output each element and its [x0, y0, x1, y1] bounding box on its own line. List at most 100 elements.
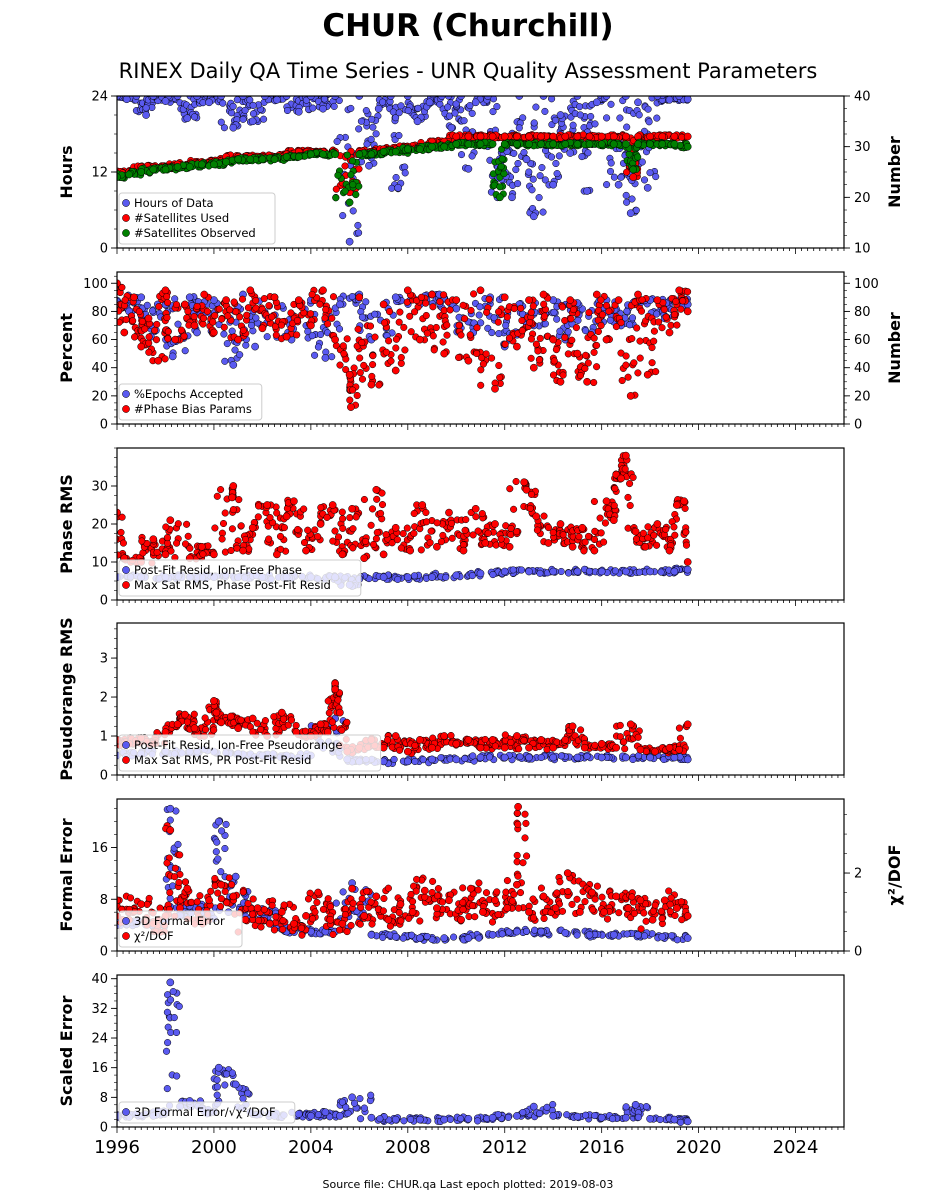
- point: [325, 709, 333, 717]
- data-point: [665, 96, 674, 104]
- point: [436, 298, 444, 306]
- point: [610, 502, 618, 510]
- point: [474, 527, 482, 535]
- data-point: [282, 332, 291, 341]
- point: [287, 716, 296, 724]
- point: [287, 309, 295, 317]
- data-point: [476, 286, 485, 295]
- point: [590, 348, 598, 356]
- point: [349, 525, 357, 533]
- data-point: [403, 145, 412, 154]
- data-point: [433, 542, 441, 551]
- point: [417, 293, 425, 301]
- data-point: [239, 546, 247, 555]
- point: [368, 505, 377, 513]
- point: [243, 311, 251, 319]
- point: [590, 535, 599, 544]
- data-point: [609, 140, 618, 148]
- point: [584, 149, 592, 157]
- point: [529, 302, 537, 310]
- data-point: [416, 335, 424, 344]
- point: [369, 123, 377, 131]
- point: [265, 302, 273, 310]
- point: [427, 527, 435, 535]
- point: [341, 162, 349, 170]
- legend-label: Post-Fit Resid, Ion-Free Phase: [134, 563, 302, 577]
- point: [411, 741, 419, 749]
- point: [638, 158, 646, 166]
- point: [590, 378, 598, 387]
- data-point: [294, 296, 303, 304]
- point: [369, 361, 377, 369]
- data-point: [683, 755, 692, 764]
- point: [378, 501, 387, 509]
- point: [401, 346, 409, 354]
- point: [597, 529, 605, 537]
- point: [343, 335, 351, 343]
- point: [682, 541, 691, 549]
- point: [622, 352, 630, 360]
- y-tick-label: 24: [91, 90, 108, 105]
- data-point: [345, 198, 354, 207]
- point: [655, 318, 663, 326]
- point: [336, 361, 344, 369]
- point: [448, 534, 456, 542]
- data-point: [496, 193, 504, 202]
- point: [624, 493, 632, 501]
- point: [270, 713, 278, 721]
- point: [653, 114, 661, 122]
- point: [603, 114, 611, 122]
- data-point: [307, 150, 315, 159]
- point: [646, 169, 654, 177]
- point: [577, 726, 585, 734]
- point: [361, 537, 370, 545]
- point: [372, 130, 380, 138]
- data-point: [416, 736, 424, 744]
- data-point: [149, 535, 158, 544]
- point: [561, 333, 569, 341]
- point: [341, 187, 349, 195]
- point: [637, 307, 646, 315]
- data-point: [144, 314, 153, 323]
- y-tick-label: 80: [91, 305, 108, 320]
- data-point: [525, 743, 533, 752]
- point: [497, 535, 505, 543]
- point: [603, 181, 611, 189]
- data-point: [653, 296, 662, 304]
- point: [557, 567, 565, 576]
- point: [215, 305, 223, 313]
- point: [550, 357, 558, 365]
- data-point: [561, 140, 570, 148]
- data-point: [452, 304, 461, 313]
- data-point: [549, 743, 558, 752]
- data-point: [137, 342, 146, 351]
- x-ticks: [116, 248, 845, 254]
- point: [549, 528, 557, 537]
- point: [396, 308, 404, 316]
- data-point: [428, 755, 436, 764]
- data-point: [622, 753, 630, 762]
- data-point: [222, 296, 230, 304]
- point: [366, 322, 375, 330]
- point: [414, 104, 422, 112]
- point: [358, 313, 366, 321]
- point: [406, 312, 414, 320]
- point: [308, 290, 316, 298]
- data-point: [222, 158, 230, 166]
- point: [488, 329, 496, 337]
- point: [552, 159, 560, 168]
- point: [468, 152, 476, 160]
- data-point: [319, 150, 327, 159]
- legend-label: %Epochs Accepted: [134, 387, 243, 401]
- point: [328, 314, 336, 322]
- legend: %Epochs Accepted#Phase Bias Params: [118, 383, 263, 421]
- data-point: [680, 497, 688, 506]
- data-point: [622, 132, 630, 141]
- point: [153, 548, 161, 556]
- data-point: [525, 296, 533, 304]
- point: [177, 326, 185, 334]
- point: [530, 119, 538, 127]
- point: [209, 318, 217, 326]
